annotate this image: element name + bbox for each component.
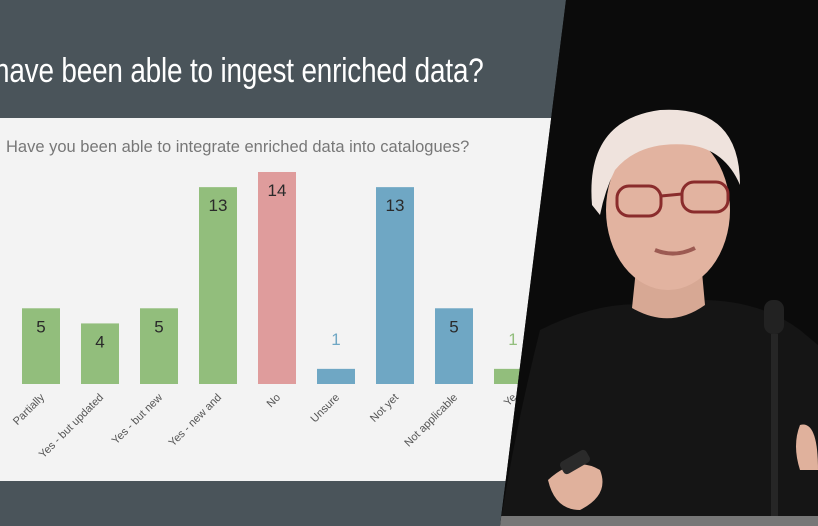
category-label: Yes - new and xyxy=(167,392,224,449)
bar-value-label: 13 xyxy=(209,196,228,215)
bar-value-label: 5 xyxy=(449,317,458,336)
bar-2 xyxy=(140,308,178,384)
bar-value-label: 5 xyxy=(154,317,163,336)
bar-value-label: 4 xyxy=(95,332,104,351)
microphone-icon xyxy=(764,300,784,526)
bar-0 xyxy=(22,308,60,384)
category-label: Unsure xyxy=(309,392,343,426)
bar-7 xyxy=(435,308,473,384)
bar-5 xyxy=(317,368,355,384)
presenter-left-hand xyxy=(548,464,603,510)
bar-1 xyxy=(81,323,119,384)
bar-4 xyxy=(258,172,296,384)
chart-title: Have you been able to integrate enriched… xyxy=(6,138,470,156)
presenter-hair xyxy=(591,109,740,215)
glasses-icon xyxy=(615,180,730,218)
category-label: Not yet xyxy=(368,392,401,425)
slide-bottom-band xyxy=(0,481,556,526)
bar-chart: 5 Partially 4 Yes - but updated 5 Yes - but n… xyxy=(11,172,532,461)
presenter-body xyxy=(500,300,818,526)
clicker-remote-icon xyxy=(559,449,591,475)
chart-panel: Have you been able to integrate enriched… xyxy=(0,118,556,481)
category-label: Yes - but new xyxy=(110,392,165,447)
bar-value-label: 14 xyxy=(268,181,287,200)
category-label: No xyxy=(265,392,283,410)
presenter-right-hand xyxy=(796,424,818,470)
bar-value-label: 5 xyxy=(36,317,45,336)
bar-value-label: 1 xyxy=(331,330,340,349)
category-label: Yes - but updated xyxy=(37,392,106,461)
bar-6 xyxy=(376,187,414,384)
bar-3 xyxy=(199,187,237,384)
bar-value-label: 1 xyxy=(508,330,517,349)
category-label: Partially xyxy=(11,391,48,428)
presenter-face xyxy=(606,130,730,290)
bar-value-label: 13 xyxy=(386,196,405,215)
category-label: Not applicable xyxy=(402,392,460,450)
slide-title: have been able to ingest enriched data? xyxy=(0,52,484,90)
